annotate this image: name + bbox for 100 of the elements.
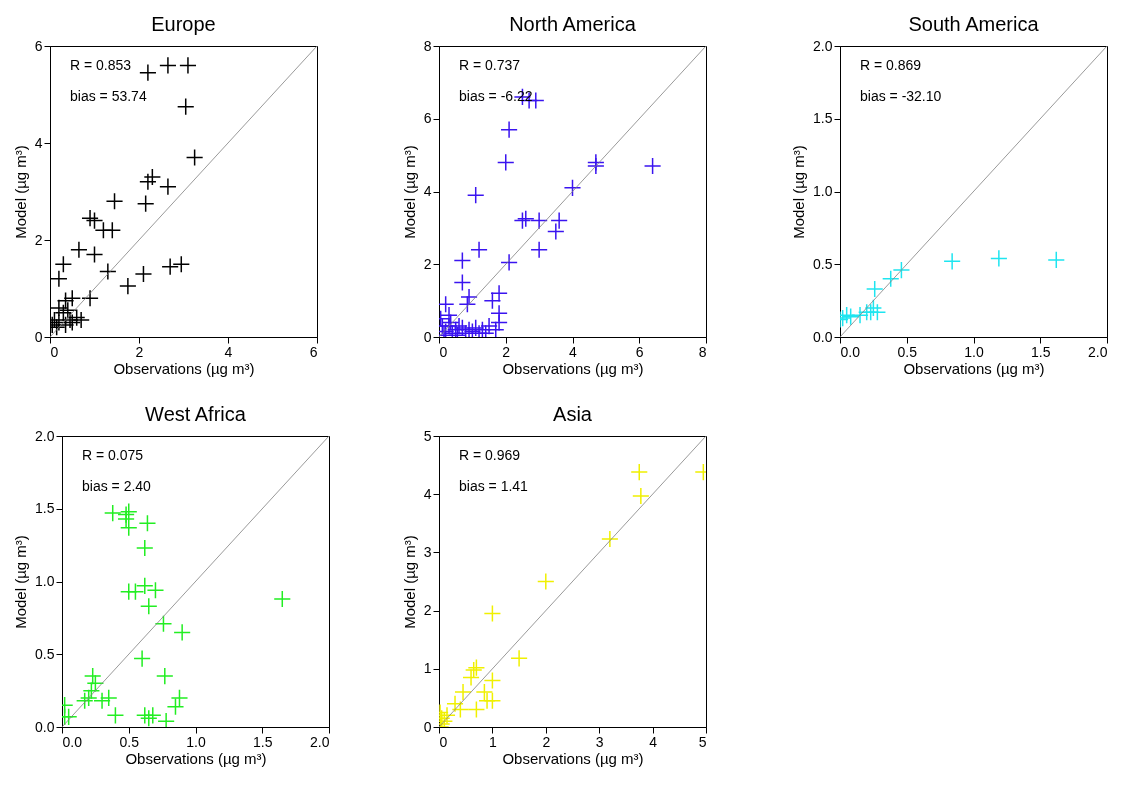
y-tick-label: 2.0 [35,427,55,444]
x-axis-title: Observations (µg m³) [113,359,255,377]
y-axis-title: Model (µg m³) [790,145,808,239]
annotation: R = 0.869 [860,57,922,73]
y-tick-label: 0.5 [35,645,55,662]
x-tick-label: 2 [135,343,144,360]
x-tick-label: 1.0 [186,733,206,750]
chart-title: West Africa [145,403,247,425]
point [500,120,518,139]
x-tick-label: 0 [439,733,448,750]
point [460,288,478,306]
annotation: bias = 2.40 [82,478,152,494]
point [85,245,104,264]
x-tick-label: 0.0 [62,733,83,750]
point [439,322,455,337]
point [454,683,472,701]
point [466,186,485,204]
x-tick-label: 5 [698,733,707,750]
x-tick-label: 6 [635,343,644,360]
annotation: R = 0.853 [70,57,132,73]
point [483,291,502,310]
y-tick-label: 3 [423,543,432,560]
point [643,157,662,175]
point [500,253,518,272]
point [50,269,68,288]
y-tick-label: 6 [423,110,432,127]
x-tick-label: 1.0 [964,343,984,360]
point [510,649,528,668]
point [462,668,480,687]
x-axis-title: Observations (µg m³) [125,749,267,767]
point [483,604,502,623]
y-tick-label: 1.5 [813,110,833,127]
y-axis-title: Model (µg m³) [11,145,29,239]
point [480,317,498,335]
point [105,192,124,211]
x-tick-label: 1.5 [1031,343,1051,360]
y-tick-label: 4 [423,183,432,199]
x-tick-label: 2.0 [310,733,330,750]
point [490,313,508,332]
point [172,255,191,274]
point [453,273,472,292]
annotation: bias = -32.10 [860,88,942,104]
y-tick-label: 4 [34,134,43,151]
point [530,211,548,230]
point [72,311,90,329]
point [530,240,548,259]
point [490,284,508,303]
x-tick-label: 1.5 [253,733,273,750]
point [143,168,162,186]
x-tick-label: 0.0 [840,343,861,360]
x-tick-label: 2 [502,343,511,360]
y-tick-label: 6 [34,37,43,54]
point [136,194,155,213]
point [547,222,565,241]
point [81,209,99,227]
annotation: bias = 1.41 [459,478,529,494]
point [185,148,204,167]
y-tick-label: 0.0 [813,328,833,345]
point [563,179,582,197]
y-axis-title: Model (µg m³) [400,145,418,239]
x-tick-label: 1 [489,733,497,750]
point [161,257,179,276]
y-tick-label: 1.0 [35,573,55,589]
point [179,56,197,75]
point [632,487,650,505]
y-tick-label: 2.0 [813,37,833,54]
y-axis-title: Model (µg m³) [12,535,30,629]
point [56,291,75,310]
chart-title: South America [908,13,1040,35]
point [103,221,122,240]
x-tick-label: 0.5 [119,733,140,750]
point [439,706,456,725]
y-tick-label: 2 [34,231,43,248]
point [139,172,157,191]
y-tick-label: 0.0 [35,718,55,735]
chart-title: Asia [553,403,593,425]
point [56,316,75,334]
annotation: R = 0.737 [459,57,521,73]
point [159,177,177,196]
point [467,700,486,719]
x-tick-label: 4 [224,343,233,360]
annotation: R = 0.075 [82,447,144,463]
y-axis-title: Model (µg m³) [400,535,418,629]
point [470,240,488,259]
chart-title: Europe [151,13,216,35]
point [159,56,177,75]
y-tick-label: 1.5 [35,500,55,517]
y-tick-label: 4 [423,485,432,502]
x-tick-label: 0.5 [897,343,918,360]
point [70,240,88,259]
point [536,572,555,591]
point [587,157,605,175]
x-tick-label: 4 [569,343,578,360]
x-axis-title: Observations (µg m³) [502,749,644,767]
y-tick-label: 0 [34,328,43,345]
y-tick-label: 0 [423,718,432,735]
point [458,295,477,314]
x-axis-title: Observations (µg m³) [903,359,1045,377]
x-tick-label: 2.0 [1088,343,1108,360]
point [601,530,619,548]
